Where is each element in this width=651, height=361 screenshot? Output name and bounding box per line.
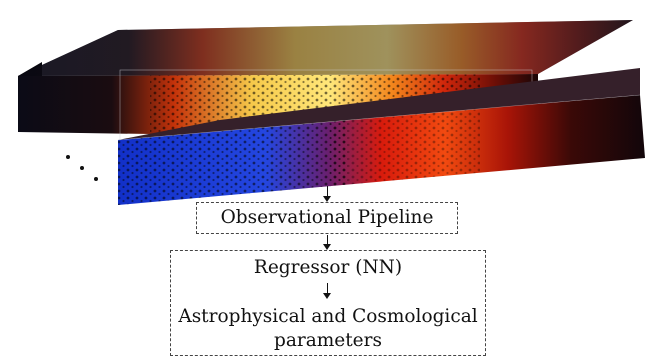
pipeline-box: Observational Pipeline [196,202,458,234]
stack-ellipsis [66,155,98,181]
regressor-label: Regressor (NN) [253,257,403,278]
output-label-line2: parameters [274,330,382,351]
arrow-to-regressor [323,235,332,250]
regressor-box: Regressor (NN) Astrophysical and Cosmolo… [170,250,486,356]
lightcone-top [18,20,633,141]
arrow-to-parameters [323,283,332,299]
arrow-to-pipeline [323,186,332,202]
output-parameters: Astrophysical and Cosmological parameter… [171,305,485,353]
pipeline-label: Observational Pipeline [220,207,434,228]
output-label-line1: Astrophysical and Cosmological [178,306,478,327]
ellipsis-text: ... [0,0,2,1]
lightcone-bottom-top-face [118,68,640,140]
lightcone-bottom [117,68,645,205]
